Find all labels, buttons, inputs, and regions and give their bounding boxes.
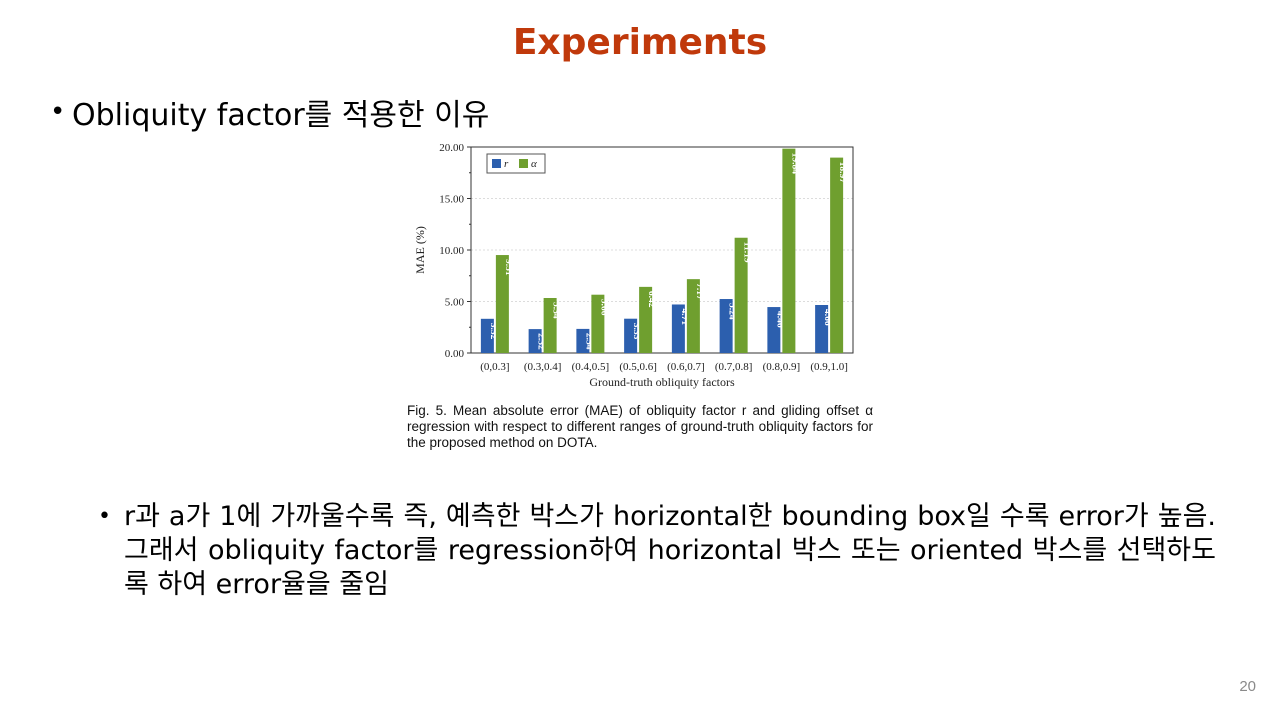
y-tick-label: 10.00 bbox=[439, 245, 464, 257]
sub-bullet-text: r과 a가 1에 가까울수록 즉, 예측한 박스가 horizontal한 bo… bbox=[124, 501, 1216, 600]
data-label: 19.84 bbox=[789, 153, 799, 175]
x-tick-label: (0.9,1.0] bbox=[810, 361, 848, 373]
data-label: 18.97 bbox=[837, 162, 847, 184]
data-label: 2.34 bbox=[583, 333, 593, 350]
x-tick-label: (0.4,0.5] bbox=[572, 361, 610, 373]
mae-bar-chart: 0.00 5.00 10.00 15.00 20.00 (0,0.3] 3.32 9.51 (0… bbox=[405, 135, 875, 395]
bar-alpha bbox=[591, 294, 605, 353]
bullet-dot: • bbox=[50, 97, 66, 127]
data-label: 5.66 bbox=[598, 299, 608, 316]
chart-svg: 0.00 5.00 10.00 15.00 20.00 (0,0.3] 3.32 9.51 (0… bbox=[413, 142, 854, 389]
data-label: 7.17 bbox=[694, 283, 704, 300]
bar-r bbox=[624, 318, 638, 353]
y-tick-label: 0.00 bbox=[445, 348, 465, 360]
bar-alpha bbox=[686, 279, 700, 353]
legend-label: α bbox=[531, 158, 537, 170]
main-bullet-text: Obliquity factor를 적용한 이유 bbox=[72, 98, 490, 133]
x-axis-label: Ground-truth obliquity factors bbox=[589, 375, 735, 389]
legend-swatch-r bbox=[492, 159, 501, 168]
bar-alpha bbox=[495, 255, 509, 353]
main-bullet: • Obliquity factor를 적용한 이유 bbox=[50, 90, 489, 134]
bar-r bbox=[719, 299, 733, 353]
bar-alpha bbox=[543, 297, 557, 353]
figure-caption: Fig. 5. Mean absolute error (MAE) of obl… bbox=[407, 403, 873, 450]
data-label: 5.24 bbox=[727, 303, 737, 320]
bar-r bbox=[576, 328, 590, 353]
data-label: 5.34 bbox=[551, 302, 561, 319]
data-label: 4.66 bbox=[822, 309, 832, 326]
x-tick-label: (0.7,0.8] bbox=[715, 361, 753, 373]
data-label: 11.19 bbox=[742, 242, 752, 263]
bar-alpha bbox=[734, 237, 748, 353]
x-tick-label: (0.3,0.4] bbox=[524, 361, 562, 373]
data-label: 2.32 bbox=[536, 333, 546, 350]
bar-alpha bbox=[639, 286, 653, 353]
data-label: 3.32 bbox=[488, 323, 498, 340]
legend-swatch-alpha bbox=[519, 159, 528, 168]
y-tick-label: 15.00 bbox=[439, 194, 464, 206]
y-tick-label: 20.00 bbox=[439, 142, 464, 154]
x-tick-label: (0,0.3] bbox=[480, 361, 509, 373]
bar-r bbox=[671, 304, 685, 353]
page-number: 20 bbox=[1239, 678, 1256, 695]
y-axis-label: MAE (%) bbox=[413, 226, 427, 274]
legend-box bbox=[486, 153, 546, 174]
data-label: 4.46 bbox=[774, 311, 784, 328]
bullet-dot: • bbox=[98, 504, 111, 529]
bar-r bbox=[480, 318, 494, 353]
data-label: 9.51 bbox=[503, 259, 513, 276]
x-tick-label: (0.5,0.6] bbox=[619, 361, 657, 373]
sub-bullet: • r과 a가 1에 가까울수록 즉, 예측한 박스가 horizontal한 … bbox=[98, 500, 1216, 602]
data-label: 3.33 bbox=[631, 323, 641, 340]
bar-r bbox=[528, 329, 542, 353]
bar-alpha bbox=[782, 148, 796, 353]
data-label: 4.71 bbox=[679, 308, 689, 325]
bar-r bbox=[767, 307, 781, 353]
x-tick-label: (0.6,0.7] bbox=[667, 361, 705, 373]
y-tick-label: 5.00 bbox=[445, 297, 465, 309]
plot-frame bbox=[470, 146, 854, 354]
slide-title: Experiments bbox=[512, 22, 768, 63]
data-label: 6.42 bbox=[646, 291, 656, 308]
bar-r bbox=[815, 305, 829, 353]
x-tick-label: (0.8,0.9] bbox=[763, 361, 801, 373]
bar-alpha bbox=[830, 157, 844, 353]
legend-label: r bbox=[504, 158, 509, 170]
